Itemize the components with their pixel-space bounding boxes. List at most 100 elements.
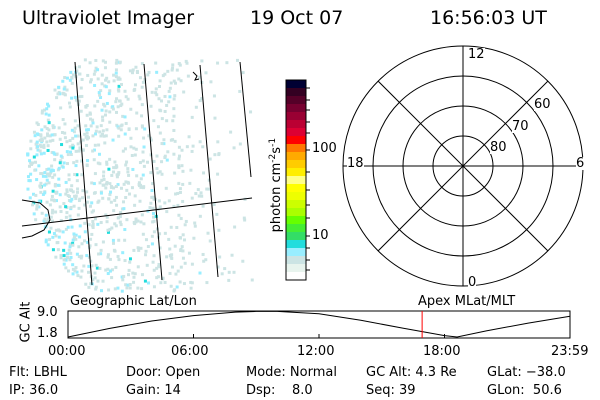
emission-pixel (64, 215, 68, 219)
emission-pixel (102, 170, 106, 174)
emission-pixel (51, 175, 55, 179)
emission-pixel (86, 73, 90, 77)
emission-pixel (57, 85, 61, 89)
emission-pixel (182, 282, 186, 286)
emission-pixel (125, 286, 129, 290)
emission-pixel (149, 201, 153, 205)
emission-pixel (140, 273, 144, 277)
emission-pixel (58, 137, 62, 141)
grid-line (143, 63, 163, 281)
emission-pixel (61, 79, 65, 83)
emission-pixel (55, 96, 59, 100)
emission-pixel (34, 160, 38, 164)
emission-pixel (106, 272, 110, 276)
emission-pixel (110, 226, 114, 230)
emission-pixel (47, 174, 51, 178)
emission-pixel (44, 174, 48, 178)
emission-pixel (128, 283, 132, 287)
emission-pixel (141, 159, 145, 163)
emission-pixel (87, 264, 91, 268)
colorbar-swatch (286, 104, 306, 113)
emission-pixel (64, 258, 68, 262)
emission-pixel (170, 265, 174, 269)
emission-pixel (73, 95, 77, 99)
emission-pixel (74, 237, 78, 241)
emission-pixel (181, 256, 185, 260)
emission-pixel (44, 112, 48, 116)
emission-pixel (41, 174, 45, 178)
apex-label: Apex MLat/MLT (418, 294, 516, 309)
emission-pixel (100, 132, 104, 136)
emission-pixel (80, 77, 84, 81)
emission-pixel (104, 268, 108, 272)
emission-pixel (72, 204, 76, 208)
emission-pixel (158, 232, 162, 236)
emission-pixel (74, 233, 78, 237)
info-ip: IP: 36.0 (9, 383, 59, 398)
emission-pixel (178, 63, 182, 67)
emission-pixel (75, 159, 79, 163)
emission-pixel (133, 203, 137, 207)
emission-pixel (42, 143, 46, 147)
emission-pixel (85, 190, 89, 194)
emission-pixel (108, 182, 112, 186)
emission-pixel (177, 166, 181, 170)
emission-pixel (133, 153, 137, 157)
emission-pixel (97, 91, 101, 95)
emission-pixel (101, 129, 105, 133)
emission-pixel (88, 244, 92, 248)
emission-pixel (43, 108, 47, 112)
emission-pixel (132, 280, 136, 284)
emission-pixel (85, 164, 89, 168)
emission-pixel (181, 182, 185, 186)
emission-pixel (117, 126, 121, 130)
grid-line (199, 64, 219, 278)
emission-pixel (206, 231, 210, 235)
emission-pixel (108, 89, 112, 93)
emission-pixel (53, 182, 57, 186)
emission-pixel (91, 278, 95, 282)
emission-pixel (187, 251, 191, 255)
emission-pixel (136, 246, 140, 250)
emission-pixel (57, 166, 61, 170)
emission-pixel (175, 285, 179, 289)
emission-pixel (71, 272, 75, 276)
emission-pixel (215, 212, 219, 216)
emission-pixel (117, 258, 121, 262)
emission-pixel (169, 284, 173, 288)
emission-pixel (136, 219, 140, 223)
grid-line (239, 61, 252, 178)
emission-pixel (118, 60, 122, 64)
colorbar-tick-100: 100 (312, 141, 337, 156)
emission-pixel (83, 239, 87, 243)
emission-pixel (176, 191, 180, 195)
emission-pixel (46, 134, 50, 138)
emission-pixel (94, 263, 98, 267)
emission-pixel (150, 195, 154, 199)
emission-pixel (51, 169, 55, 173)
emission-pixel (70, 96, 74, 100)
emission-pixel (91, 149, 95, 153)
colorbar-swatch (286, 216, 306, 225)
emission-pixel (130, 186, 134, 190)
emission-pixel (198, 99, 202, 103)
emission-pixel (171, 66, 175, 70)
emission-pixel (139, 177, 143, 181)
emission-pixel (47, 104, 51, 108)
emission-pixel (232, 146, 236, 150)
emission-pixel (137, 248, 141, 252)
emission-pixel (64, 192, 68, 196)
emission-pixel (58, 205, 62, 209)
emission-pixel (106, 267, 110, 271)
emission-pixel (35, 121, 39, 125)
emission-pixel (71, 190, 75, 194)
emission-pixel (144, 253, 148, 257)
emission-pixel (205, 281, 209, 285)
emission-pixel (201, 145, 205, 149)
emission-pixel (123, 147, 127, 151)
emission-pixel (69, 255, 73, 259)
emission-pixel (216, 172, 220, 176)
emission-pixel (78, 95, 82, 99)
emission-pixel (83, 58, 87, 62)
emission-pixel (93, 83, 97, 87)
